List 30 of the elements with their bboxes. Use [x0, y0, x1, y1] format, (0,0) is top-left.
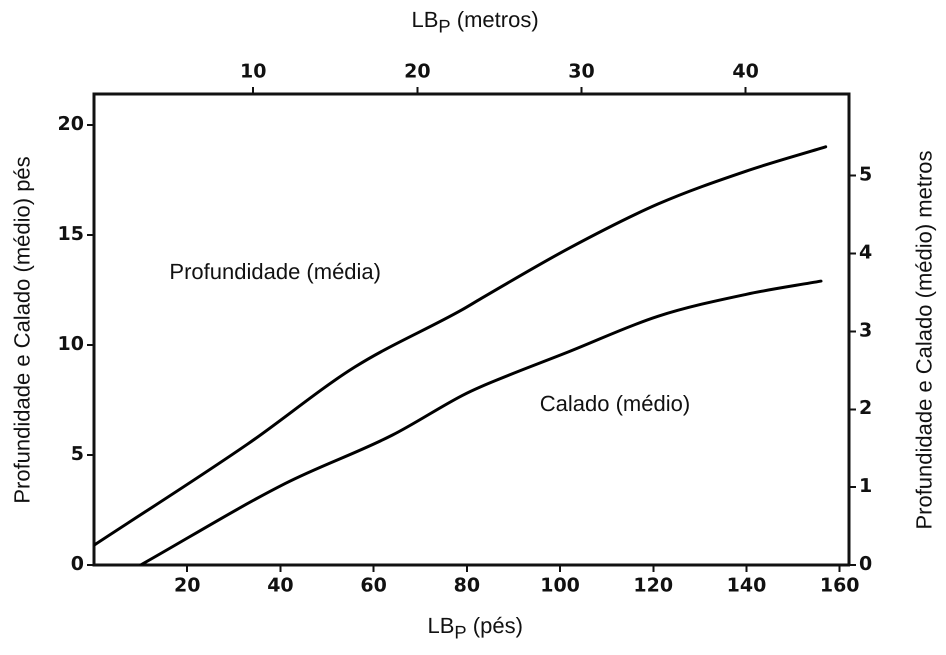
y2-axis-title: Profundidade e Calado (médio) metros	[911, 150, 938, 530]
x2-axis-title: LB$_{P}$ (metros)	[412, 7, 539, 38]
x-tick-label: 160	[820, 574, 860, 596]
y2-tick-label: 4	[859, 242, 872, 264]
text: Profundidade (média)	[169, 259, 381, 284]
y2-tick-label: 1	[859, 475, 872, 498]
y2-tick-label: 5	[859, 164, 872, 186]
y2-tick-label: 2	[859, 397, 872, 420]
x-axis-title: LB$_{P}$ (pés)	[428, 613, 523, 644]
x-tick-label: 40	[267, 574, 294, 596]
x2-tick-label: 40	[732, 60, 759, 83]
y2-tick-label: 0	[859, 552, 872, 575]
y-tick-label: 20	[58, 112, 84, 135]
x-tick-label: 120	[633, 574, 674, 596]
y-tick-label: 15	[58, 222, 84, 245]
x-tick-label: 20	[174, 574, 200, 596]
x-tick-label: 140	[726, 574, 766, 596]
y-axis-title: Profundidade e Calado (médio) pés	[9, 156, 36, 504]
x2-tick-label: 20	[404, 60, 431, 83]
x-tick-label: 60	[360, 574, 387, 596]
y-tick-label: 10	[58, 332, 84, 355]
x2-tick-label: 30	[568, 60, 595, 83]
y-tick-label: 5	[70, 442, 84, 465]
x-tick-label: 100	[540, 574, 580, 596]
x-tick-label: 80	[454, 574, 480, 596]
y2-tick-label: 3	[859, 319, 872, 342]
y-tick-label: 0	[70, 552, 84, 575]
series-label: Calado (médio)	[540, 390, 690, 416]
line-series	[94, 145, 828, 547]
x2-tick-label: 10	[240, 60, 266, 83]
